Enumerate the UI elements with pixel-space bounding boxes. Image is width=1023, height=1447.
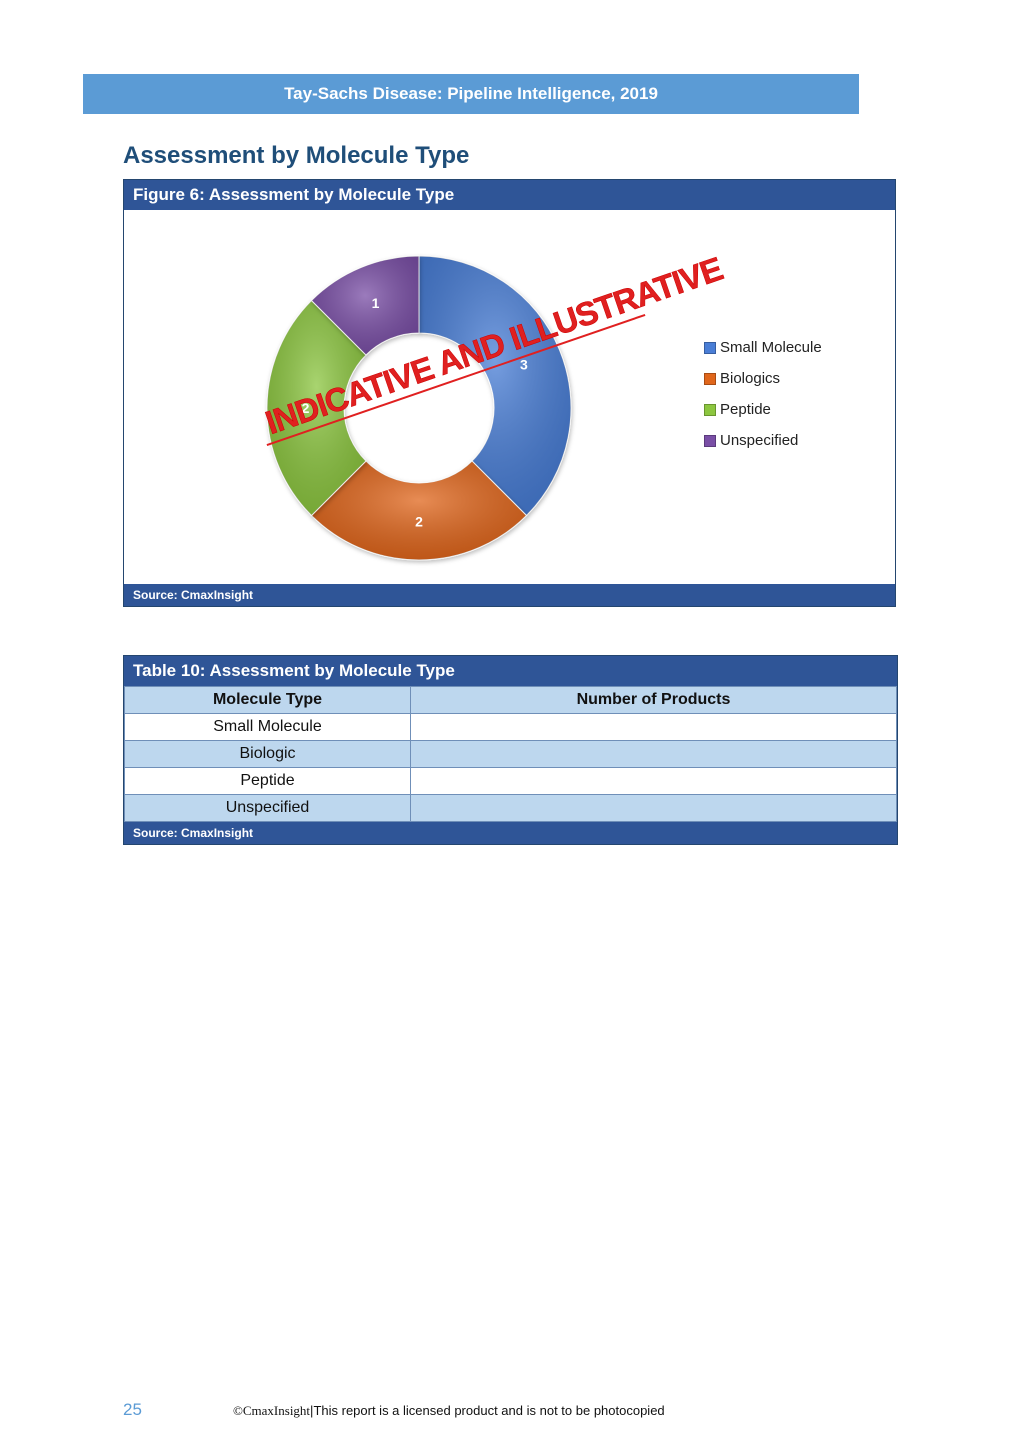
- donut-data-label: 3: [520, 357, 528, 373]
- header-molecule-type: Molecule Type: [124, 686, 411, 714]
- report-title: Tay-Sachs Disease: Pipeline Intelligence…: [284, 84, 658, 103]
- legend-swatch: [704, 341, 716, 354]
- table-row: Unspecified: [124, 794, 897, 822]
- cell-molecule-type: Peptide: [124, 767, 411, 795]
- legend-item: Unspecified: [704, 425, 822, 456]
- legend-label: Small Molecule: [720, 339, 822, 356]
- footer-separator: |: [310, 1403, 314, 1418]
- legend-item: Small Molecule: [704, 332, 822, 363]
- section-title: Assessment by Molecule Type: [123, 142, 470, 169]
- cell-molecule-type: Small Molecule: [124, 713, 411, 741]
- figure-caption: Figure 6: Assessment by Molecule Type: [124, 180, 895, 210]
- table-row: Biologic: [124, 740, 897, 768]
- cell-number-of-products: [410, 794, 897, 822]
- figure-source: Source: CmaxInsight: [124, 584, 895, 606]
- footer-brand: ©CmaxInsight: [233, 1403, 311, 1418]
- donut-data-label: 1: [372, 295, 380, 311]
- page-number: 25: [123, 1400, 142, 1419]
- donut-data-label: 2: [302, 400, 310, 416]
- legend-label: Biologics: [720, 370, 781, 387]
- table-row: Peptide: [124, 767, 897, 795]
- legend-label: Peptide: [720, 401, 771, 418]
- cell-number-of-products: [410, 713, 897, 741]
- table-header-row: Molecule Type Number of Products: [124, 686, 897, 714]
- report-banner: Tay-Sachs Disease: Pipeline Intelligence…: [83, 74, 859, 114]
- donut-slice-shading: [419, 256, 571, 516]
- chart-legend: Small Molecule Biologics Peptide Unspecifie…: [704, 332, 822, 456]
- cell-number-of-products: [410, 767, 897, 795]
- footer-notice: ©CmaxInsight|This report is a licensed p…: [233, 1403, 665, 1419]
- footer-license-text: This report is a licensed product and is…: [313, 1403, 665, 1418]
- legend-label: Unspecified: [720, 432, 799, 449]
- legend-swatch: [704, 372, 716, 385]
- table-source: Source: CmaxInsight: [124, 822, 897, 844]
- cell-number-of-products: [410, 740, 897, 768]
- donut-slice-shading: [267, 300, 366, 516]
- cell-molecule-type: Unspecified: [124, 794, 411, 822]
- legend-swatch: [704, 434, 716, 447]
- donut-slice-shading: [311, 256, 419, 355]
- table-caption: Table 10: Assessment by Molecule Type: [124, 656, 897, 686]
- table-row: Small Molecule: [124, 713, 897, 741]
- legend-swatch: [704, 403, 716, 416]
- molecule-type-table: Molecule Type Number of Products Small M…: [124, 686, 897, 822]
- cell-molecule-type: Biologic: [124, 740, 411, 768]
- donut-slice-shading: [311, 461, 527, 560]
- donut-data-label: 2: [415, 514, 423, 530]
- donut-chart: 3 2 2 1: [266, 255, 572, 561]
- figure-container: Figure 6: Assessment by Molecule Type 3 2…: [123, 179, 896, 607]
- legend-item: Biologics: [704, 363, 822, 394]
- table-container: Table 10: Assessment by Molecule Type Mo…: [123, 655, 898, 845]
- header-number-of-products: Number of Products: [410, 686, 897, 714]
- legend-item: Peptide: [704, 394, 822, 425]
